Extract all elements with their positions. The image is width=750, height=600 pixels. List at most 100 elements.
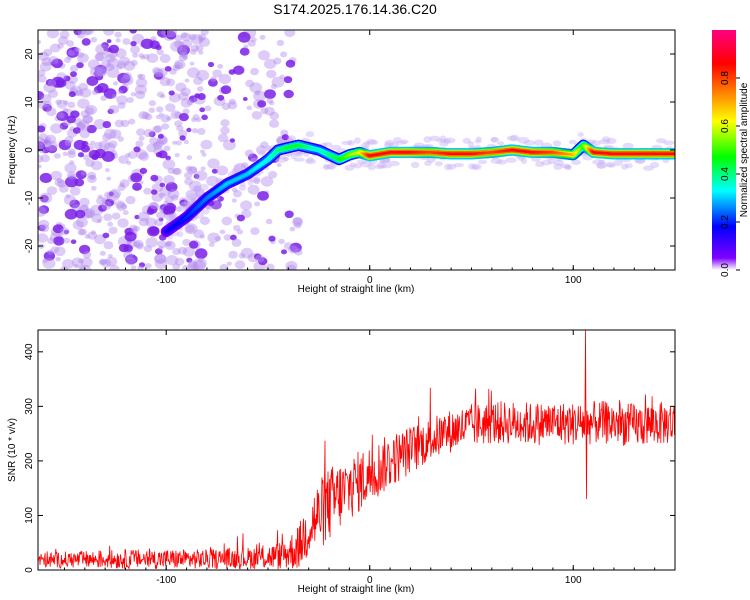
noise-blob — [174, 34, 183, 42]
noise-blob — [178, 47, 188, 55]
noise-blob — [158, 245, 164, 251]
noise-blob — [171, 167, 181, 175]
noise-blob — [85, 211, 94, 219]
colorbar-tick-label: 0.0 — [720, 263, 731, 277]
noise-blob — [125, 153, 131, 158]
noise-blob — [229, 138, 235, 143]
noise-blob — [65, 176, 79, 188]
noise-blob — [107, 221, 114, 227]
colorbar-gradient — [712, 30, 736, 270]
noise-blob — [190, 44, 200, 52]
noise-blob — [83, 208, 96, 218]
noise-blob — [269, 111, 280, 120]
noise-blob — [67, 75, 79, 84]
noise-blob — [111, 94, 118, 99]
noise-blob — [156, 49, 164, 56]
noise-blob — [117, 184, 126, 191]
noise-blob — [260, 176, 274, 187]
noise-blob — [233, 224, 241, 232]
noise-blob — [108, 44, 120, 54]
ridge-halo — [642, 165, 654, 171]
noise-blob — [91, 89, 99, 96]
noise-blob — [187, 67, 200, 78]
noise-blob — [79, 197, 90, 207]
noise-blob — [189, 49, 197, 55]
noise-blob — [149, 40, 160, 49]
noise-blob — [241, 162, 249, 169]
noise-blob — [38, 136, 45, 146]
noise-blob — [285, 260, 298, 270]
noise-blob — [153, 125, 163, 133]
noise-blob — [273, 57, 282, 65]
noise-blob — [257, 191, 269, 201]
noise-blob — [85, 104, 98, 115]
noise-blob — [196, 69, 210, 81]
noise-blob — [56, 99, 68, 109]
noise-blob — [111, 212, 121, 220]
ridge-halo — [552, 140, 562, 147]
noise-blob — [39, 172, 53, 184]
colorbar-tick-label: 0.6 — [720, 119, 731, 133]
noise-blob — [74, 178, 85, 187]
noise-blob — [217, 133, 229, 143]
colorbar-tick-label: 0.4 — [720, 167, 731, 181]
noise-blob — [289, 242, 302, 253]
noise-blob — [206, 175, 219, 187]
noise-blob — [38, 69, 46, 77]
noise-blob — [130, 265, 137, 270]
noise-blob — [168, 90, 175, 96]
noise-blob — [38, 224, 46, 232]
noise-blob — [65, 194, 71, 199]
noise-blob — [281, 249, 287, 255]
ridge-halo — [380, 158, 391, 164]
ridge-halo — [367, 140, 379, 145]
noise-blob — [104, 198, 115, 207]
ridge-halo — [354, 137, 361, 144]
noise-blob — [50, 246, 60, 254]
noise-blob — [164, 30, 177, 38]
noise-blob — [77, 52, 85, 58]
noise-blob — [233, 65, 245, 75]
noise-blob — [122, 38, 131, 45]
noise-blob — [38, 74, 47, 83]
noise-blob — [55, 256, 61, 262]
noise-blob — [199, 216, 210, 225]
noise-blob — [93, 119, 106, 130]
noise-blob — [143, 53, 150, 60]
ridge-halo — [393, 137, 402, 143]
noise-blob — [151, 192, 163, 202]
noise-blob — [94, 66, 107, 77]
noise-blob — [132, 182, 142, 191]
noise-blob — [38, 206, 47, 217]
ridge-halo — [534, 139, 544, 146]
ridge-halo — [598, 159, 606, 165]
noise-blob — [86, 124, 97, 134]
noise-blob — [254, 253, 262, 260]
noise-blob — [50, 123, 63, 134]
noise-blob — [292, 217, 304, 227]
snr-line — [38, 330, 675, 570]
noise-blob — [51, 58, 63, 69]
noise-blob — [242, 97, 248, 101]
noise-blob — [117, 218, 129, 228]
noise-blob — [79, 244, 91, 255]
noise-blob — [188, 33, 197, 41]
ridge-halo — [496, 159, 508, 165]
noise-blob — [39, 61, 52, 72]
ridge-halo — [322, 164, 330, 171]
noise-blob — [278, 238, 285, 245]
noise-blob — [99, 258, 107, 265]
noise-blob — [165, 155, 171, 161]
ridge-halo — [344, 164, 355, 171]
noise-blob — [268, 235, 276, 242]
noise-blob — [113, 81, 119, 86]
noise-blob — [117, 136, 125, 142]
noise-blob — [217, 94, 225, 101]
noise-blob — [191, 128, 199, 134]
noise-blob — [72, 220, 84, 230]
noise-blob — [163, 175, 175, 185]
noise-blob — [79, 88, 92, 98]
noise-blob — [285, 59, 296, 68]
noise-blob — [227, 101, 238, 110]
noise-blob — [77, 53, 89, 63]
